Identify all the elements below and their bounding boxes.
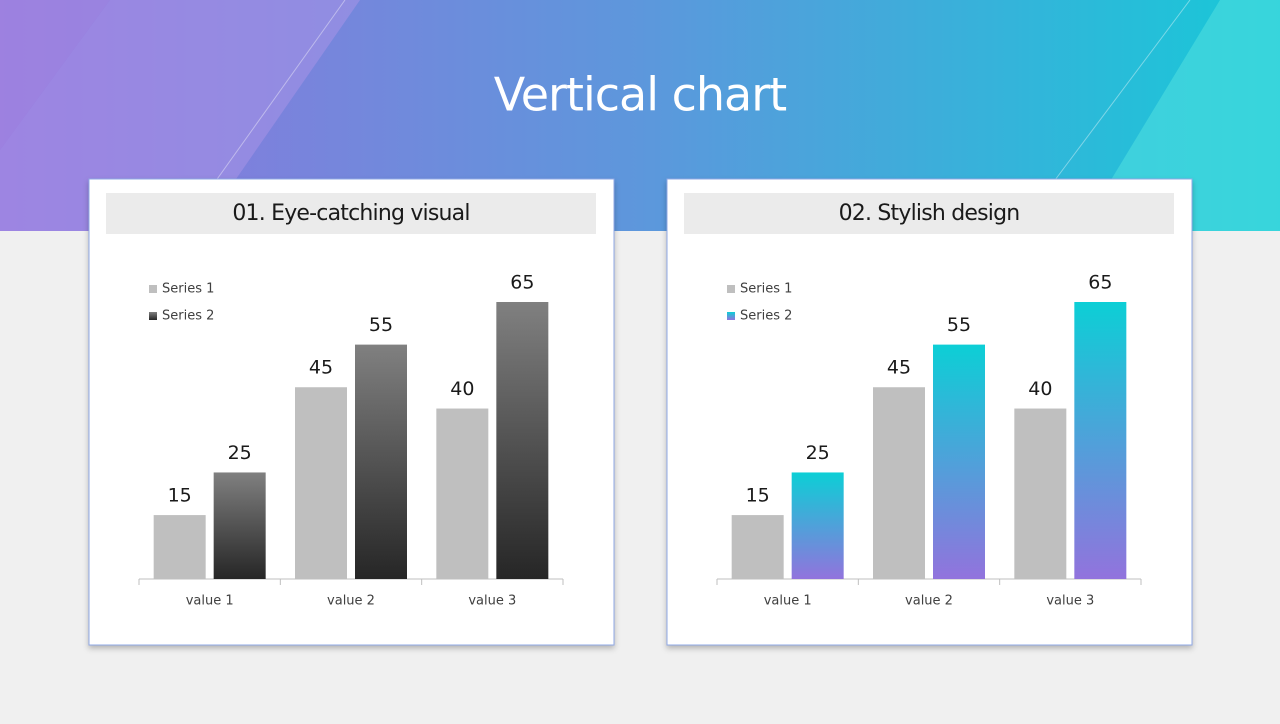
bar [295,387,347,579]
chart-title: 01. Eye-catching visual [232,201,469,226]
value-label: 40 [450,378,474,400]
value-label: 65 [510,272,534,294]
bar [791,472,844,579]
x-tick-label: value 3 [1046,594,1094,609]
x-tick-label: value 3 [468,594,516,609]
card-title-band [106,193,596,234]
bar [436,408,489,579]
legend-label: Series 1 [740,282,792,297]
legend-label: Series 2 [162,309,214,324]
card-title-band [684,193,1174,234]
decor [0,0,360,231]
decor [1054,0,1191,181]
value-label: 25 [806,442,830,464]
value-label: 25 [228,442,252,464]
x-tick-label: value 1 [764,594,812,609]
value-label: 40 [1028,378,1052,400]
value-label: 65 [1088,272,1112,294]
value-label: 45 [887,357,911,379]
legend-swatch [149,285,157,293]
value-label: 15 [168,485,192,507]
bar [933,344,985,579]
decor [1080,0,1280,231]
legend-swatch [727,285,735,293]
slide-title: Vertical chart [494,68,786,122]
value-label: 55 [947,314,971,336]
value-label: 15 [746,485,770,507]
chart-card: 01. Eye-catching visual Series 1 Series 2 v… [88,178,615,646]
value-label: 55 [369,314,393,336]
legend-label: Series 1 [162,282,214,297]
legend-swatch [727,312,735,320]
bar [153,515,206,579]
bar [1014,408,1067,579]
bar [873,387,925,579]
legend-swatch [149,312,157,320]
bar [213,472,266,579]
x-tick-label: value 2 [905,594,953,609]
chart-card: 02. Stylish design Series 1 Series 2 value … [666,178,1193,646]
chart-title: 02. Stylish design [839,201,1020,226]
x-tick-label: value 1 [186,594,234,609]
bar [355,344,407,579]
legend-label: Series 2 [740,309,792,324]
bar [731,515,784,579]
value-label: 45 [309,357,333,379]
bar [496,302,549,579]
x-tick-label: value 2 [327,594,375,609]
bar [1074,302,1127,579]
